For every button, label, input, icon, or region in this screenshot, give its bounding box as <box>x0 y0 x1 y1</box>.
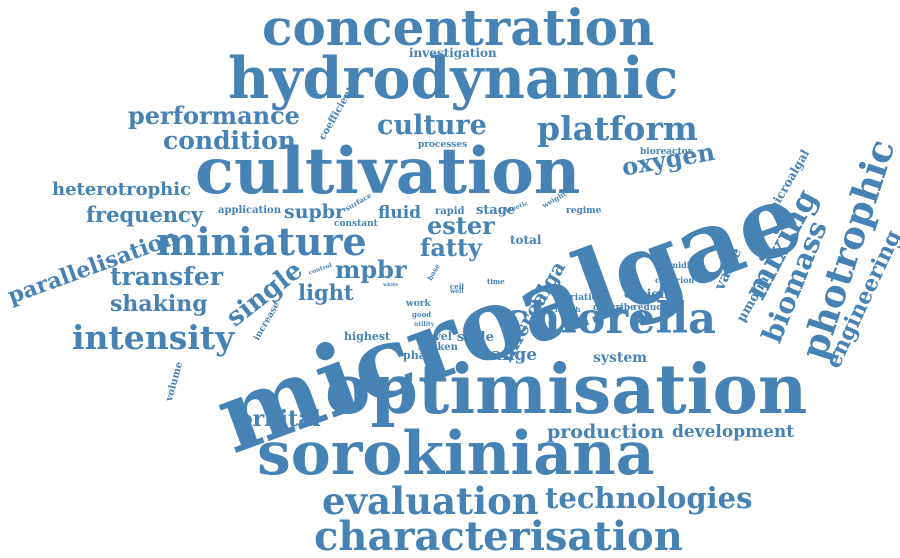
word-59: intensity <box>72 318 235 357</box>
word-45: cell <box>450 282 465 291</box>
word-50: design <box>624 287 669 301</box>
word-64: shaken <box>418 342 458 353</box>
word-66: range <box>482 345 538 365</box>
word-71: orbital <box>238 406 321 432</box>
word-39: transfer <box>110 262 224 291</box>
word-9: bioreactor <box>640 147 693 157</box>
word-77: characterisation <box>314 513 683 558</box>
word-44: time <box>487 277 505 286</box>
word-5: culture <box>377 110 487 141</box>
word-56: describe <box>593 303 636 313</box>
word-73: development <box>672 422 795 442</box>
word-72: production <box>547 421 665 443</box>
word-16: frequency <box>86 202 204 227</box>
word-29: miniature <box>156 219 367 264</box>
word-14: heterotrophic <box>52 179 192 200</box>
word-1: hydrodynamic <box>228 45 679 112</box>
word-63: phase <box>403 349 440 362</box>
word-20: fluid <box>378 203 422 223</box>
word-38: mpbr <box>335 255 407 284</box>
word-67: system <box>593 350 648 366</box>
word-54: variation <box>559 293 605 303</box>
word-3: performance <box>128 101 300 130</box>
word-75: evaluation <box>322 479 539 523</box>
word-28: total <box>510 233 542 247</box>
word-2: investigation <box>409 46 497 60</box>
word-34: fatty <box>420 233 482 262</box>
word-55: length <box>555 305 581 314</box>
word-6: platform <box>537 109 698 148</box>
word-18: supbr <box>284 201 346 223</box>
word-62: highest <box>344 330 391 343</box>
word-48: shaking <box>110 291 208 317</box>
word-8: processes <box>418 140 468 150</box>
word-0: concentration <box>262 0 655 57</box>
word-25: regime <box>566 206 602 216</box>
word-52: good <box>412 310 432 319</box>
word-70: optimisation <box>325 350 808 430</box>
word-37: base <box>425 262 442 282</box>
word-76: technologies <box>545 481 753 515</box>
word-26: constant <box>334 219 378 229</box>
word-10: cultivation <box>195 134 581 209</box>
word-7: condition <box>163 126 296 155</box>
word-61: novel <box>419 330 452 343</box>
word-17: application <box>218 205 281 216</box>
word-74: sorokiniana <box>257 419 655 489</box>
word-46: well <box>450 288 464 295</box>
word-22: stage <box>476 203 516 218</box>
word-49: light <box>298 280 354 305</box>
word-57: reduction <box>633 303 682 313</box>
word-27: ester <box>427 211 495 240</box>
word-47: white <box>383 282 399 288</box>
word-40: humidity <box>658 260 699 270</box>
word-65: scale <box>457 330 494 345</box>
word-43: criterion <box>655 275 695 285</box>
word-36: control <box>307 261 333 277</box>
word-21: rapid <box>435 206 465 217</box>
word-51: work <box>406 299 431 309</box>
word-60: chlorella <box>503 294 717 344</box>
word-53: utility <box>414 321 435 328</box>
word-68: volume <box>164 360 186 403</box>
